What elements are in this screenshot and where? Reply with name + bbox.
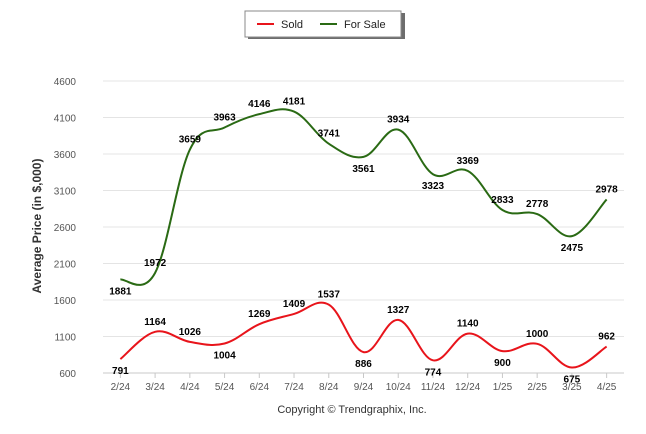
y-tick-label: 4600 bbox=[54, 77, 77, 88]
data-label: 1537 bbox=[318, 290, 341, 301]
x-tick-label: 12/24 bbox=[455, 382, 480, 393]
x-tick-label: 3/24 bbox=[145, 382, 165, 393]
x-tick-label: 1/25 bbox=[493, 382, 513, 393]
x-tick-label: 5/24 bbox=[215, 382, 235, 393]
x-tick-label: 2/24 bbox=[111, 382, 131, 393]
series-lines bbox=[119, 108, 608, 369]
data-label: 2778 bbox=[526, 199, 549, 210]
data-label: 3963 bbox=[213, 113, 236, 124]
x-axis-ticks: 2/24 3/24 4/24 5/24 6/24 7/24 8/24 9/24 10/24 11/… bbox=[111, 373, 617, 393]
data-label: 4181 bbox=[283, 97, 306, 108]
x-tick-label: 9/24 bbox=[354, 382, 374, 393]
data-label: 791 bbox=[112, 366, 129, 377]
y-tick-label: 2600 bbox=[54, 223, 77, 234]
y-axis-title: Average Price (in $,000) bbox=[30, 159, 44, 294]
y-tick-label: 4100 bbox=[54, 114, 77, 125]
data-label: 3741 bbox=[318, 129, 341, 140]
y-tick-label: 3100 bbox=[54, 187, 77, 198]
y-tick-label: 600 bbox=[59, 369, 76, 380]
data-labels: 1881 1972 3659 3963 4146 4181 3741 3561 3934 3323… bbox=[109, 97, 618, 386]
x-tick-label: 4/25 bbox=[597, 382, 617, 393]
legend-forsale-label: For Sale bbox=[344, 19, 386, 31]
data-label: 1004 bbox=[213, 351, 236, 362]
data-label: 1881 bbox=[109, 286, 132, 297]
data-label: 2475 bbox=[561, 243, 584, 254]
data-label: 1972 bbox=[144, 258, 167, 269]
x-tick-label: 11/24 bbox=[421, 382, 446, 393]
copyright-footer: Copyright © Trendgraphix, Inc. bbox=[277, 404, 426, 416]
data-label: 1409 bbox=[283, 299, 306, 310]
data-label: 1026 bbox=[179, 327, 202, 338]
series-line-for-sale bbox=[120, 108, 608, 286]
y-tick-label: 2100 bbox=[54, 260, 77, 271]
y-tick-label: 1100 bbox=[54, 333, 76, 344]
legend: Sold For Sale bbox=[244, 10, 405, 39]
data-label: 2978 bbox=[596, 184, 619, 195]
data-label: 3369 bbox=[457, 156, 480, 167]
data-label: 1000 bbox=[526, 329, 549, 340]
x-tick-label: 6/24 bbox=[250, 382, 270, 393]
series-line-sold bbox=[119, 301, 608, 369]
x-tick-label: 10/24 bbox=[386, 382, 411, 393]
data-label: 3934 bbox=[387, 115, 410, 126]
data-label: 3323 bbox=[422, 181, 445, 192]
x-tick-label: 8/24 bbox=[319, 382, 339, 393]
data-label: 1327 bbox=[387, 305, 410, 316]
legend-sold-label: Sold bbox=[281, 19, 303, 31]
data-label: 1140 bbox=[457, 319, 479, 330]
data-label: 774 bbox=[425, 367, 442, 378]
data-label: 962 bbox=[598, 332, 615, 343]
x-tick-label: 2/25 bbox=[527, 382, 547, 393]
y-tick-label: 1600 bbox=[54, 296, 77, 307]
y-axis-ticks: 600 1100 1600 2100 2600 3100 3600 4100 4600 bbox=[54, 77, 77, 380]
data-label: 4146 bbox=[248, 99, 271, 110]
x-tick-label: 4/24 bbox=[180, 382, 200, 393]
x-tick-label: 3/25 bbox=[562, 382, 582, 393]
gridlines bbox=[103, 80, 624, 337]
data-label: 3659 bbox=[179, 135, 202, 146]
data-label: 1164 bbox=[144, 317, 166, 328]
data-label: 900 bbox=[494, 358, 511, 369]
x-tick-label: 7/24 bbox=[284, 382, 304, 393]
data-label: 675 bbox=[564, 375, 581, 386]
data-label: 3561 bbox=[352, 164, 375, 175]
data-label: 1269 bbox=[248, 309, 271, 320]
data-label: 2833 bbox=[491, 195, 514, 206]
y-tick-label: 3600 bbox=[54, 150, 77, 161]
data-label: 886 bbox=[355, 359, 372, 370]
